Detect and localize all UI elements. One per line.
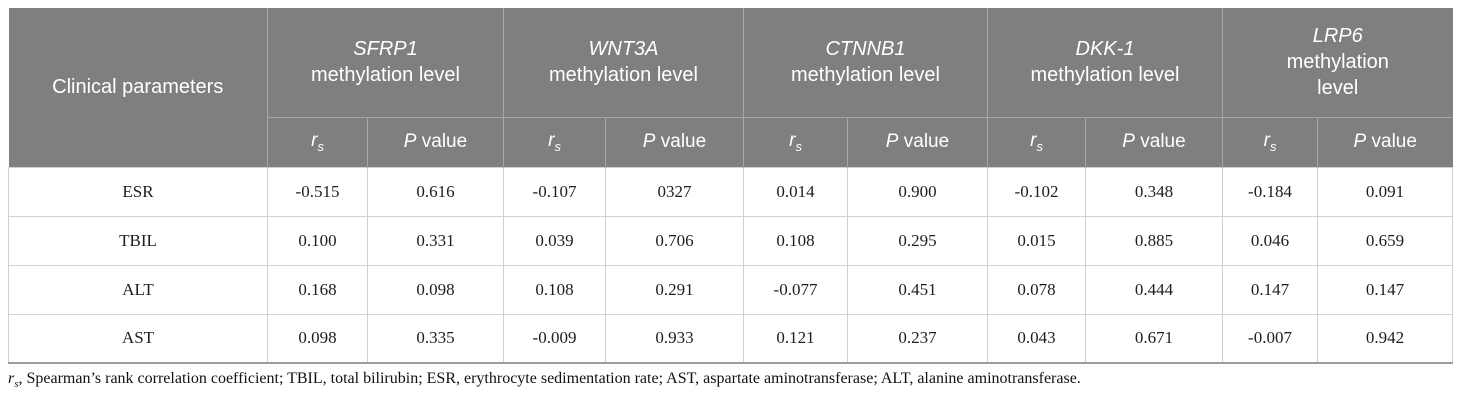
table-row: ESR -0.515 0.616 -0.107 0327 0.014 0.900… <box>8 166 1453 217</box>
data-cell: 0.616 <box>367 166 504 217</box>
row-label: ALT <box>8 264 268 315</box>
header-row-sub: rs P value rs P value rs P value rs P va… <box>9 116 1453 167</box>
subheader-pvalue: P value <box>847 116 988 167</box>
data-cell: 0327 <box>605 166 744 217</box>
data-cell: 0.451 <box>847 264 988 315</box>
gene-name: SFRP1 <box>353 38 418 61</box>
subheader-rs: rs <box>1222 116 1318 167</box>
data-cell: 0.348 <box>1085 166 1223 217</box>
data-cell: 0.335 <box>367 313 504 364</box>
data-cell: -0.077 <box>743 264 848 315</box>
data-cell: 0.291 <box>605 264 744 315</box>
footnote: rs, Spearman’s rank correlation coeffici… <box>8 369 1452 391</box>
data-cell: -0.007 <box>1222 313 1318 364</box>
group-header-dkk1: DKK-1 methylation level <box>987 8 1223 117</box>
group-label: methylation level <box>1030 64 1180 87</box>
data-cell: 0.043 <box>987 313 1086 364</box>
table-header: Clinical parameters SFRP1 methylation le… <box>8 8 1453 167</box>
data-cell: 0.098 <box>367 264 504 315</box>
group-label: methylation level <box>549 64 698 87</box>
subheader-pvalue: P value <box>1317 116 1453 167</box>
data-cell: -0.102 <box>987 166 1086 217</box>
row-label: ESR <box>8 166 268 217</box>
data-cell: 0.295 <box>847 215 988 266</box>
row-label: AST <box>8 313 268 364</box>
data-cell: 0.108 <box>743 215 848 266</box>
subheader-pvalue: P value <box>367 116 504 167</box>
data-cell: -0.107 <box>503 166 606 217</box>
rs-symbol: r <box>8 370 15 387</box>
data-cell: 0.933 <box>605 313 744 364</box>
data-cell: 0.659 <box>1317 215 1453 266</box>
group-label: methylation level <box>791 64 940 87</box>
data-cell: 0.015 <box>987 215 1086 266</box>
data-cell: 0.014 <box>743 166 848 217</box>
gene-name: LRP6 <box>1312 25 1363 48</box>
group-header-ctnnb1: CTNNB1 methylation level <box>743 8 988 117</box>
data-cell: 0.444 <box>1085 264 1223 315</box>
correlation-table: Clinical parameters SFRP1 methylation le… <box>8 8 1453 364</box>
data-cell: 0.100 <box>267 215 368 266</box>
data-cell: 0.108 <box>503 264 606 315</box>
data-cell: 0.121 <box>743 313 848 364</box>
data-cell: 0.046 <box>1222 215 1318 266</box>
data-cell: 0.078 <box>987 264 1086 315</box>
data-cell: 0.168 <box>267 264 368 315</box>
data-cell: 0.942 <box>1317 313 1453 364</box>
row-label: TBIL <box>8 215 268 266</box>
table-body: ESR -0.515 0.616 -0.107 0327 0.014 0.900… <box>8 166 1453 364</box>
group-label: methylation level <box>311 64 460 87</box>
subheader-rs: rs <box>503 116 606 167</box>
corner-header-cell: Clinical parameters <box>8 8 268 167</box>
data-cell: 0.900 <box>847 166 988 217</box>
table-row: ALT 0.168 0.098 0.108 0.291 -0.077 0.451… <box>8 264 1453 315</box>
data-cell: 0.237 <box>847 313 988 364</box>
rs-subscript: s <box>14 378 19 391</box>
data-cell: 0.098 <box>267 313 368 364</box>
table-row: TBIL 0.100 0.331 0.039 0.706 0.108 0.295… <box>8 215 1453 266</box>
footnote-text: , Spearman’s rank correlation coefficien… <box>18 370 1081 387</box>
group-header-lrp6: LRP6 methylation level <box>1222 8 1453 117</box>
table-row: AST 0.098 0.335 -0.009 0.933 0.121 0.237… <box>8 313 1453 364</box>
subheader-rs: rs <box>267 116 368 167</box>
data-cell: -0.184 <box>1222 166 1318 217</box>
gene-name: CTNNB1 <box>825 38 906 61</box>
gene-name: DKK-1 <box>1075 38 1135 61</box>
subheader-rs: rs <box>987 116 1086 167</box>
data-cell: 0.671 <box>1085 313 1223 364</box>
data-cell: 0.147 <box>1317 264 1453 315</box>
group-label: methylation level <box>1286 51 1389 100</box>
subheader-rs: rs <box>743 116 848 167</box>
data-cell: 0.091 <box>1317 166 1453 217</box>
header-row-groups: Clinical parameters SFRP1 methylation le… <box>8 8 1453 167</box>
data-cell: 0.147 <box>1222 264 1318 315</box>
gene-name: WNT3A <box>588 38 659 61</box>
data-cell: 0.706 <box>605 215 744 266</box>
data-cell: -0.515 <box>267 166 368 217</box>
subheader-pvalue: P value <box>1085 116 1223 167</box>
data-cell: -0.009 <box>503 313 606 364</box>
group-header-wnt3a: WNT3A methylation level <box>503 8 744 117</box>
group-header-sfrp1: SFRP1 methylation level <box>267 8 504 117</box>
subheader-pvalue: P value <box>605 116 744 167</box>
data-cell: 0.039 <box>503 215 606 266</box>
data-cell: 0.885 <box>1085 215 1223 266</box>
data-cell: 0.331 <box>367 215 504 266</box>
